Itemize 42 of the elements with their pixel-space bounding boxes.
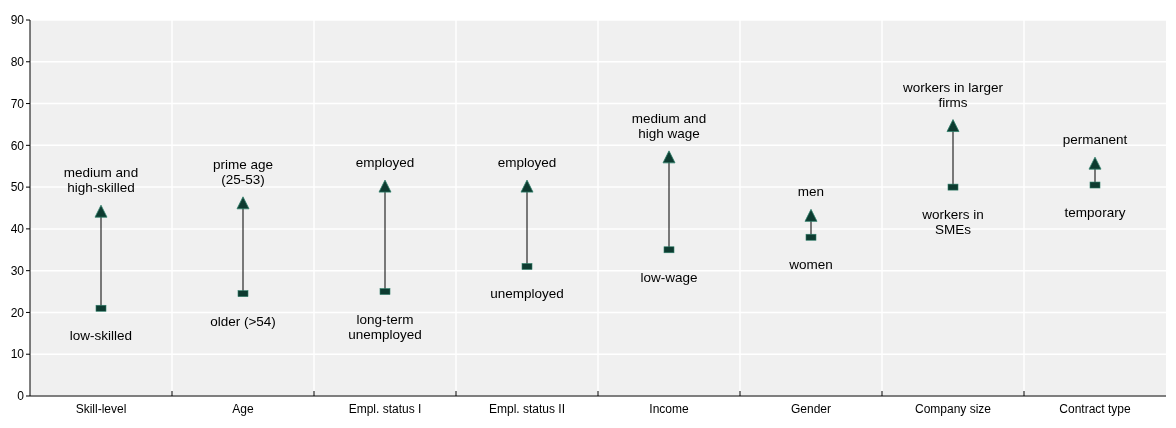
annotation: men — [797, 184, 825, 200]
annotation: medium and high wage — [631, 110, 707, 141]
point — [520, 179, 534, 193]
annotation: medium and high-skilled — [63, 165, 139, 196]
annotation: workers in larger firms — [902, 79, 1004, 110]
annotation: unemployed — [490, 286, 564, 302]
point — [946, 119, 960, 132]
x-tick-label: Age — [232, 402, 254, 416]
y-tick-label: 90 — [10, 13, 25, 28]
annotation: older (>54) — [210, 313, 276, 329]
annotation: employed — [355, 155, 415, 171]
y-tick-label: 10 — [10, 347, 25, 362]
x-tick-label: Gender — [790, 402, 832, 416]
annotation: employed — [497, 155, 557, 171]
point — [804, 208, 818, 222]
x-tick-label: Empl. status II — [488, 402, 566, 416]
point — [236, 196, 250, 210]
annotation: temporary — [1064, 205, 1126, 221]
point — [662, 150, 676, 164]
y-tick-label: 30 — [10, 263, 25, 278]
y-tick-label: 20 — [10, 305, 25, 320]
annotation: permanent — [1062, 132, 1128, 148]
y-tick-label: 70 — [10, 96, 25, 111]
point — [94, 204, 108, 218]
x-tick-label: Company size — [914, 402, 992, 416]
x-tick-label: Income — [649, 402, 689, 416]
x-tick-label: Contract type — [1059, 402, 1132, 416]
annotation: low-skilled — [69, 328, 133, 344]
y-tick-label: 60 — [10, 138, 25, 153]
x-tick-label: Skill-level — [75, 402, 127, 416]
y-tick-label: 40 — [10, 222, 25, 237]
point — [378, 179, 392, 193]
point — [1088, 156, 1102, 170]
y-tick-label: 50 — [10, 180, 25, 195]
annotation: women — [788, 257, 833, 273]
annotation: prime age (25-53) — [212, 156, 274, 187]
y-tick-label: 80 — [10, 54, 25, 69]
annotation: workers in SMEs — [921, 207, 984, 238]
annotation: long-term unemployed — [348, 311, 422, 342]
annotation: low-wage — [640, 269, 698, 285]
x-tick-label: Empl. status I — [348, 402, 422, 416]
y-tick-label: 0 — [17, 389, 25, 404]
